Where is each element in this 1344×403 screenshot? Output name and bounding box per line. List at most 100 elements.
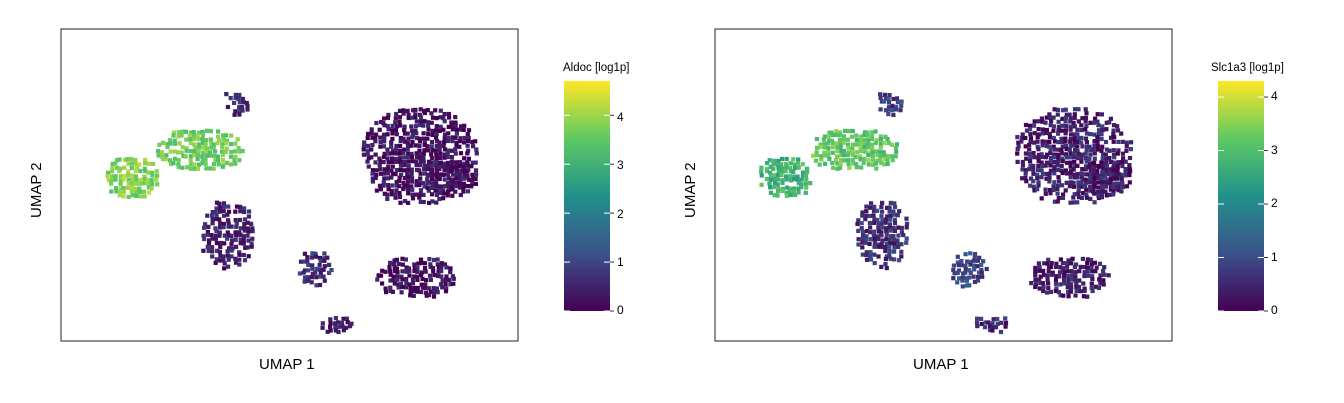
hex-point — [453, 115, 458, 120]
hex-point — [381, 160, 386, 165]
hex-point — [1076, 184, 1081, 189]
hex-point — [1038, 280, 1043, 286]
hex-point — [434, 152, 439, 157]
hex-point — [181, 153, 186, 158]
hex-point — [322, 251, 327, 256]
hex-point — [328, 317, 333, 322]
hex-point — [772, 180, 778, 185]
hex-point — [1051, 135, 1056, 141]
hex-point — [390, 148, 396, 153]
hex-point — [449, 123, 454, 128]
hex-point — [1020, 176, 1025, 181]
hex-point — [1095, 147, 1100, 152]
hex-point — [454, 131, 459, 136]
hex-point — [1083, 136, 1089, 141]
hex-point — [853, 154, 858, 159]
hex-point — [419, 270, 424, 275]
hex-point — [1128, 168, 1133, 174]
hex-point — [444, 274, 449, 279]
hex-point — [1073, 274, 1078, 279]
hex-point — [768, 164, 773, 169]
hex-point — [455, 169, 460, 174]
hex-point — [885, 157, 890, 162]
hex-point — [830, 140, 835, 146]
hex-point — [1075, 156, 1081, 161]
hex-point — [461, 176, 467, 181]
hex-point — [776, 177, 781, 182]
hex-point — [1089, 281, 1094, 286]
hex-point — [314, 275, 319, 280]
hex-point — [963, 270, 968, 275]
hex-point — [465, 189, 471, 194]
hex-point — [206, 248, 211, 253]
hex-point — [792, 165, 798, 171]
hex-point — [1082, 265, 1087, 270]
hex-point — [150, 173, 155, 178]
hex-point — [1056, 119, 1061, 124]
hex-point — [247, 209, 252, 214]
hex-point — [1056, 147, 1061, 152]
hex-point — [1097, 277, 1102, 282]
hex-point — [215, 141, 220, 146]
hex-point — [895, 213, 900, 218]
hex-point — [882, 153, 887, 158]
hex-point — [465, 138, 470, 144]
hex-point — [410, 128, 415, 133]
hex-point — [1040, 171, 1045, 176]
hex-point — [221, 201, 227, 206]
hex-point — [402, 163, 407, 168]
hex-point — [1036, 152, 1042, 158]
hex-point — [1084, 195, 1090, 200]
hex-point — [401, 180, 406, 185]
hex-point — [780, 169, 785, 174]
hex-point — [386, 164, 391, 170]
hex-point — [209, 233, 214, 238]
hex-point — [1016, 144, 1021, 149]
hex-point — [427, 286, 432, 291]
hex-point — [1095, 112, 1100, 117]
hex-point — [1031, 184, 1036, 189]
hex-point — [130, 181, 135, 186]
hex-point — [384, 290, 389, 295]
hex-point — [146, 185, 151, 190]
hex-point — [442, 152, 447, 157]
hex-point — [457, 139, 462, 144]
hex-point — [409, 115, 414, 120]
hex-point — [383, 286, 388, 291]
hex-point — [951, 276, 956, 281]
hex-point — [1068, 143, 1073, 148]
hex-point — [858, 148, 863, 154]
plot-frame — [60, 28, 519, 342]
hex-point — [967, 283, 972, 288]
hex-point — [385, 156, 390, 161]
hex-point — [827, 138, 832, 143]
hex-point — [237, 230, 242, 235]
hex-point — [799, 185, 804, 190]
hex-point — [200, 136, 205, 141]
hex-point — [203, 162, 208, 167]
hex-point — [771, 166, 776, 171]
hex-point — [366, 143, 371, 148]
hex-point — [443, 147, 448, 152]
hex-point — [1045, 152, 1050, 157]
hex-point — [439, 269, 444, 274]
hex-point — [838, 146, 843, 151]
hex-point — [858, 134, 863, 139]
hex-point — [870, 145, 875, 151]
hex-point — [990, 325, 995, 330]
hex-point — [795, 177, 800, 182]
hex-point — [397, 115, 403, 120]
hex-point — [398, 143, 403, 149]
hex-point — [420, 260, 425, 266]
hex-point — [1095, 180, 1100, 185]
hex-point — [993, 325, 999, 330]
hex-point — [1037, 268, 1042, 273]
hex-point — [819, 154, 824, 159]
hex-point — [867, 213, 872, 219]
hex-point — [226, 221, 231, 226]
hex-point — [466, 177, 472, 182]
hex-point — [1066, 258, 1071, 263]
hex-point — [389, 156, 395, 161]
hex-point — [1055, 152, 1060, 157]
hex-point — [1091, 179, 1096, 184]
